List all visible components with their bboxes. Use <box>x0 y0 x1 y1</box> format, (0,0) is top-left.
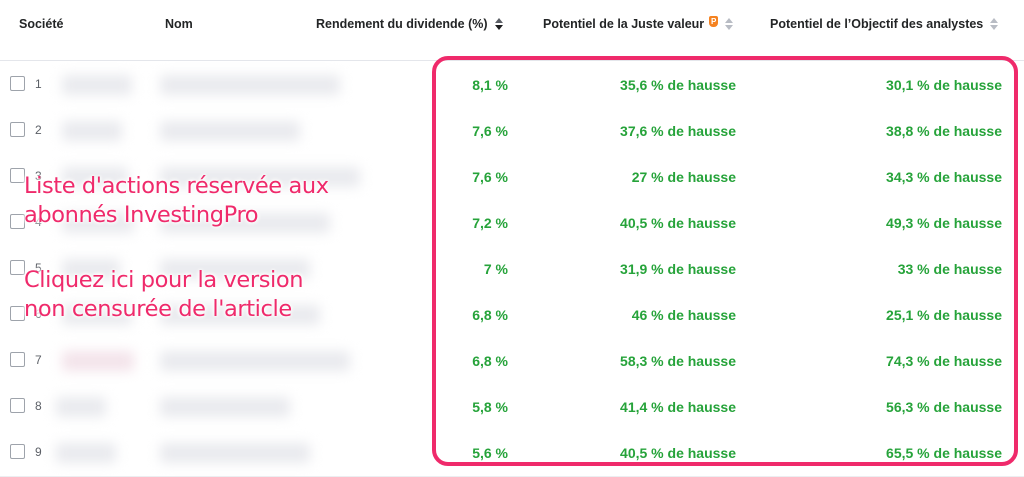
row-number: 1 <box>35 77 42 91</box>
dividend-value: 7 % <box>483 261 508 277</box>
col-header-name-label: Nom <box>165 17 193 31</box>
row-number: 9 <box>35 445 42 459</box>
analyst-target-upside: 25,1 % de hausse <box>886 307 1002 323</box>
blurred-name <box>160 443 310 463</box>
analyst-target-upside: 65,5 % de hausse <box>886 445 1002 461</box>
sort-desc-icon[interactable] <box>494 18 503 30</box>
row-checkbox[interactable] <box>10 398 25 413</box>
blurred-name <box>160 121 300 141</box>
col-header-company: Société <box>19 17 63 31</box>
analyst-target-upside: 74,3 % de hausse <box>886 353 1002 369</box>
fair-value-upside: 37,6 % de hausse <box>620 123 736 139</box>
notice-line: abonnés InvestingPro <box>24 202 259 228</box>
blurred-name <box>160 75 340 95</box>
col-header-analysts-label: Potentiel de l’Objectif des analystes <box>770 17 984 31</box>
sort-icon[interactable] <box>990 18 999 30</box>
analyst-target-upside: 38,8 % de hausse <box>886 123 1002 139</box>
row-number: 2 <box>35 123 42 137</box>
table-row[interactable]: 1 8,1 % 35,6 % de hausse 30,1 % de hauss… <box>0 62 1024 109</box>
blurred-name <box>160 167 360 187</box>
analyst-target-upside: 30,1 % de hausse <box>886 77 1002 93</box>
row-number: 5 <box>35 261 42 275</box>
table-row[interactable]: 9 5,6 % 40,5 % de hausse 65,5 % de hauss… <box>0 430 1024 477</box>
dividend-value: 5,8 % <box>472 399 508 415</box>
blurred-name <box>160 397 290 417</box>
row-checkbox[interactable] <box>10 444 25 459</box>
row-number: 4 <box>35 215 42 229</box>
fair-value-upside: 35,6 % de hausse <box>620 77 736 93</box>
analyst-target-upside: 33 % de hausse <box>897 261 1002 277</box>
dividend-value: 6,8 % <box>472 353 508 369</box>
blurred-company <box>62 259 120 279</box>
col-header-name: Nom <box>165 17 193 31</box>
row-number: 7 <box>35 353 42 367</box>
col-header-fair-value[interactable]: Potentiel de la Juste valeur P <box>543 15 734 31</box>
row-number: 3 <box>35 169 42 183</box>
dividend-value: 7,2 % <box>472 215 508 231</box>
dividend-value: 8,1 % <box>472 77 508 93</box>
row-checkbox[interactable] <box>10 260 25 275</box>
table-row[interactable]: 8 5,8 % 41,4 % de hausse 56,3 % de hauss… <box>0 384 1024 431</box>
fair-value-upside: 58,3 % de hausse <box>620 353 736 369</box>
fair-value-upside: 27 % de hausse <box>631 169 736 185</box>
row-checkbox[interactable] <box>10 76 25 91</box>
row-checkbox[interactable] <box>10 214 25 229</box>
dividend-value: 7,6 % <box>472 169 508 185</box>
analyst-target-upside: 56,3 % de hausse <box>886 399 1002 415</box>
investingpro-icon: P <box>709 15 719 27</box>
row-number: 6 <box>35 307 42 321</box>
analyst-target-upside: 49,3 % de hausse <box>886 215 1002 231</box>
link-line: non censurée de l'article <box>24 296 292 322</box>
blurred-company <box>56 443 116 463</box>
blurred-company <box>62 75 132 95</box>
blurred-company <box>56 397 106 417</box>
table-row[interactable]: 6 6,8 % 46 % de hausse 25,1 % de hausse <box>0 292 1024 339</box>
col-header-fair-value-label: Potentiel de la Juste valeur <box>543 17 705 31</box>
col-header-company-label: Société <box>19 17 64 31</box>
subscriber-notice: Liste d'actions réservée aux abonnés Inv… <box>24 172 329 230</box>
uncensored-version-link[interactable]: Cliquez ici pour la version non censurée… <box>24 266 304 324</box>
fair-value-upside: 31,9 % de hausse <box>620 261 736 277</box>
notice-line: Liste d'actions réservée aux <box>24 173 329 199</box>
sort-icon[interactable] <box>725 18 734 30</box>
col-header-dividend-label: Rendement du dividende (%) <box>316 17 488 31</box>
blurred-company <box>62 351 134 371</box>
fair-value-upside: 40,5 % de hausse <box>620 445 736 461</box>
table-row[interactable]: 7 6,8 % 58,3 % de hausse 74,3 % de hauss… <box>0 338 1024 385</box>
blurred-name <box>160 305 320 325</box>
col-header-analysts[interactable]: Potentiel de l’Objectif des analystes <box>770 17 999 31</box>
blurred-company <box>62 305 132 325</box>
row-checkbox[interactable] <box>10 168 25 183</box>
blurred-company <box>62 167 128 187</box>
table-row[interactable]: 5 7 % 31,9 % de hausse 33 % de hausse <box>0 246 1024 293</box>
col-header-dividend[interactable]: Rendement du dividende (%) <box>316 17 503 31</box>
row-checkbox[interactable] <box>10 352 25 367</box>
blurred-name <box>160 351 350 371</box>
row-number: 8 <box>35 399 42 413</box>
fair-value-upside: 46 % de hausse <box>631 307 736 323</box>
row-checkbox[interactable] <box>10 122 25 137</box>
dividend-value: 5,6 % <box>472 445 508 461</box>
dividend-value: 7,6 % <box>472 123 508 139</box>
blurred-company <box>62 121 122 141</box>
blurred-company <box>62 213 134 233</box>
table-header: Société Nom Rendement du dividende (%) P… <box>0 0 1024 61</box>
row-checkbox[interactable] <box>10 306 25 321</box>
dividend-value: 6,8 % <box>472 307 508 323</box>
table-row[interactable]: 2 7,6 % 37,6 % de hausse 38,8 % de hauss… <box>0 108 1024 155</box>
fair-value-upside: 40,5 % de hausse <box>620 215 736 231</box>
analyst-target-upside: 34,3 % de hausse <box>886 169 1002 185</box>
fair-value-upside: 41,4 % de hausse <box>620 399 736 415</box>
blurred-name <box>160 259 310 279</box>
table-row[interactable]: 3 7,6 % 27 % de hausse 34,3 % de hausse <box>0 154 1024 201</box>
blurred-name <box>160 213 330 233</box>
link-line: Cliquez ici pour la version <box>24 267 304 293</box>
